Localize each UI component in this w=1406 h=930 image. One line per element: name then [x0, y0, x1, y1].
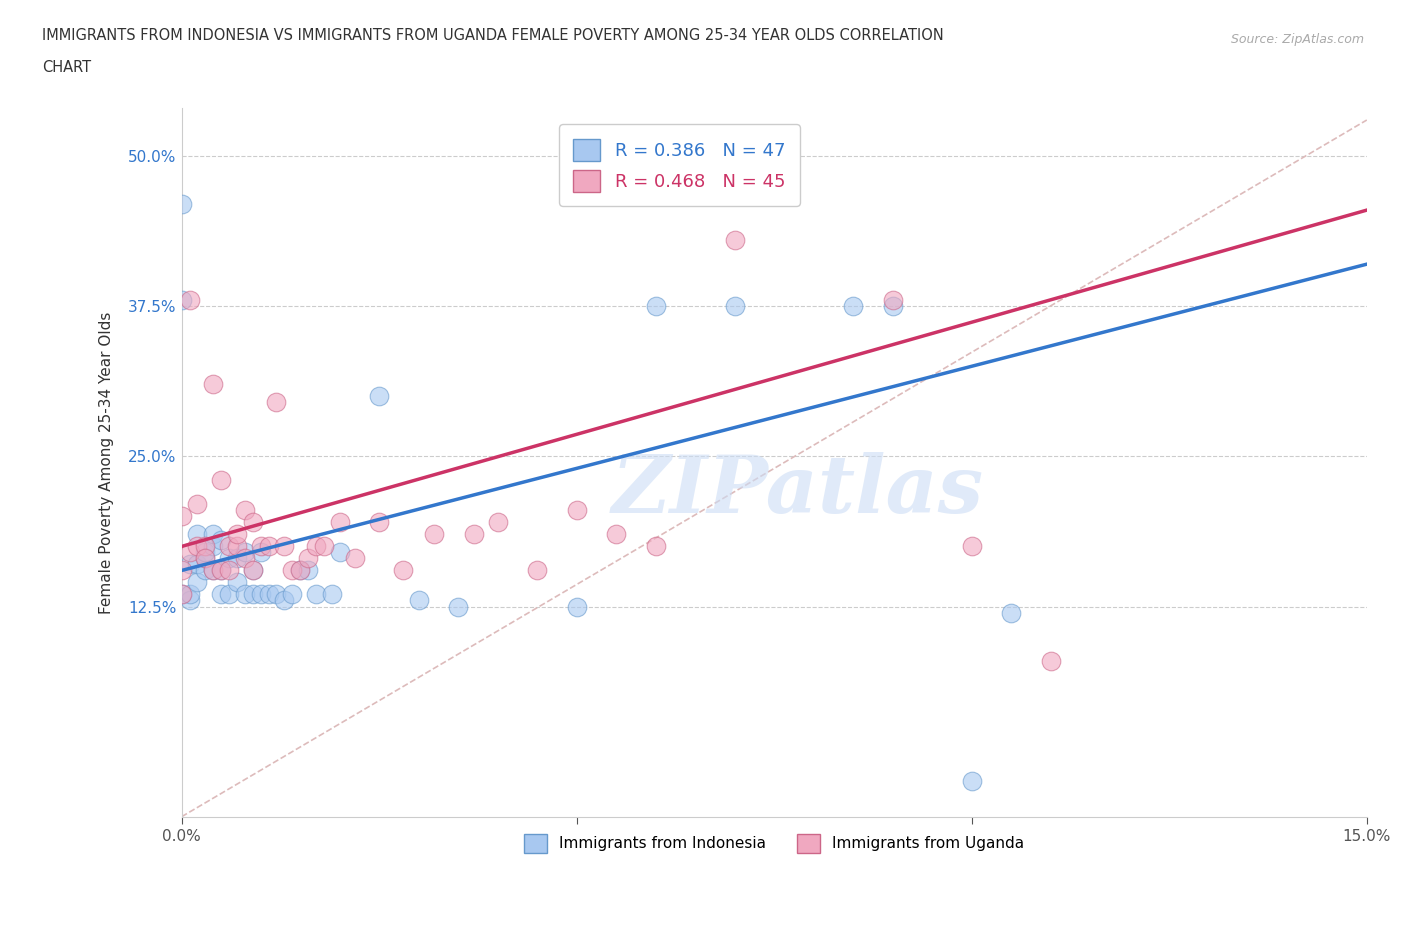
Point — [194, 539, 217, 554]
Point — [194, 551, 217, 565]
Point — [312, 539, 335, 554]
Point — [266, 587, 288, 602]
Text: IMMIGRANTS FROM INDONESIA VS IMMIGRANTS FROM UGANDA FEMALE POVERTY AMONG 25-34 Y: IMMIGRANTS FROM INDONESIA VS IMMIGRANTS … — [42, 28, 943, 43]
Point — [202, 377, 225, 392]
Point — [218, 563, 240, 578]
Point — [882, 293, 904, 308]
Point — [209, 587, 232, 602]
Point — [233, 545, 256, 560]
Point — [233, 551, 256, 565]
Point — [179, 587, 201, 602]
Point — [170, 293, 193, 308]
Point — [170, 587, 193, 602]
Text: ZIPatlas: ZIPatlas — [612, 452, 984, 529]
Point — [329, 545, 352, 560]
Y-axis label: Female Poverty Among 25-34 Year Olds: Female Poverty Among 25-34 Year Olds — [100, 312, 114, 614]
Point — [242, 515, 264, 530]
Point — [194, 563, 217, 578]
Text: Source: ZipAtlas.com: Source: ZipAtlas.com — [1230, 33, 1364, 46]
Legend: Immigrants from Indonesia, Immigrants from Uganda: Immigrants from Indonesia, Immigrants fr… — [519, 828, 1031, 858]
Point — [392, 563, 415, 578]
Point — [321, 587, 343, 602]
Point — [297, 551, 319, 565]
Point — [233, 503, 256, 518]
Point — [281, 563, 304, 578]
Point — [368, 515, 391, 530]
Point — [194, 551, 217, 565]
Point — [194, 545, 217, 560]
Point — [960, 773, 983, 788]
Point — [218, 551, 240, 565]
Point — [186, 557, 208, 572]
Point — [842, 299, 865, 313]
Point — [408, 593, 430, 608]
Point — [305, 587, 328, 602]
Point — [179, 593, 201, 608]
Point — [281, 587, 304, 602]
Point — [170, 563, 193, 578]
Point — [257, 587, 280, 602]
Point — [242, 563, 264, 578]
Point — [644, 299, 666, 313]
Point — [249, 545, 271, 560]
Point — [423, 527, 446, 542]
Point — [249, 587, 271, 602]
Point — [724, 232, 747, 247]
Point — [179, 545, 201, 560]
Point — [209, 563, 232, 578]
Point — [288, 563, 311, 578]
Point — [960, 539, 983, 554]
Point — [226, 575, 249, 590]
Point — [186, 539, 208, 554]
Point — [288, 563, 311, 578]
Point — [170, 587, 193, 602]
Point — [368, 389, 391, 404]
Point — [249, 539, 271, 554]
Point — [266, 395, 288, 410]
Point — [209, 533, 232, 548]
Point — [202, 563, 225, 578]
Point — [226, 527, 249, 542]
Point — [226, 551, 249, 565]
Point — [202, 563, 225, 578]
Point — [233, 587, 256, 602]
Point — [447, 599, 470, 614]
Point — [242, 587, 264, 602]
Point — [882, 299, 904, 313]
Point — [209, 563, 232, 578]
Point — [486, 515, 509, 530]
Point — [179, 293, 201, 308]
Point — [1000, 605, 1022, 620]
Point — [218, 587, 240, 602]
Point — [186, 497, 208, 512]
Point — [202, 539, 225, 554]
Point — [644, 539, 666, 554]
Point — [565, 503, 588, 518]
Point — [226, 539, 249, 554]
Point — [526, 563, 548, 578]
Point — [242, 563, 264, 578]
Point — [329, 515, 352, 530]
Point — [297, 563, 319, 578]
Text: CHART: CHART — [42, 60, 91, 75]
Point — [463, 527, 485, 542]
Point — [305, 539, 328, 554]
Point — [186, 575, 208, 590]
Point — [218, 539, 240, 554]
Point — [344, 551, 367, 565]
Point — [202, 527, 225, 542]
Point — [170, 196, 193, 211]
Point — [724, 299, 747, 313]
Point — [273, 539, 295, 554]
Point — [565, 599, 588, 614]
Point — [1039, 653, 1062, 668]
Point — [209, 473, 232, 488]
Point — [186, 527, 208, 542]
Point — [273, 593, 295, 608]
Point — [257, 539, 280, 554]
Point — [179, 557, 201, 572]
Point — [170, 509, 193, 524]
Point — [605, 527, 627, 542]
